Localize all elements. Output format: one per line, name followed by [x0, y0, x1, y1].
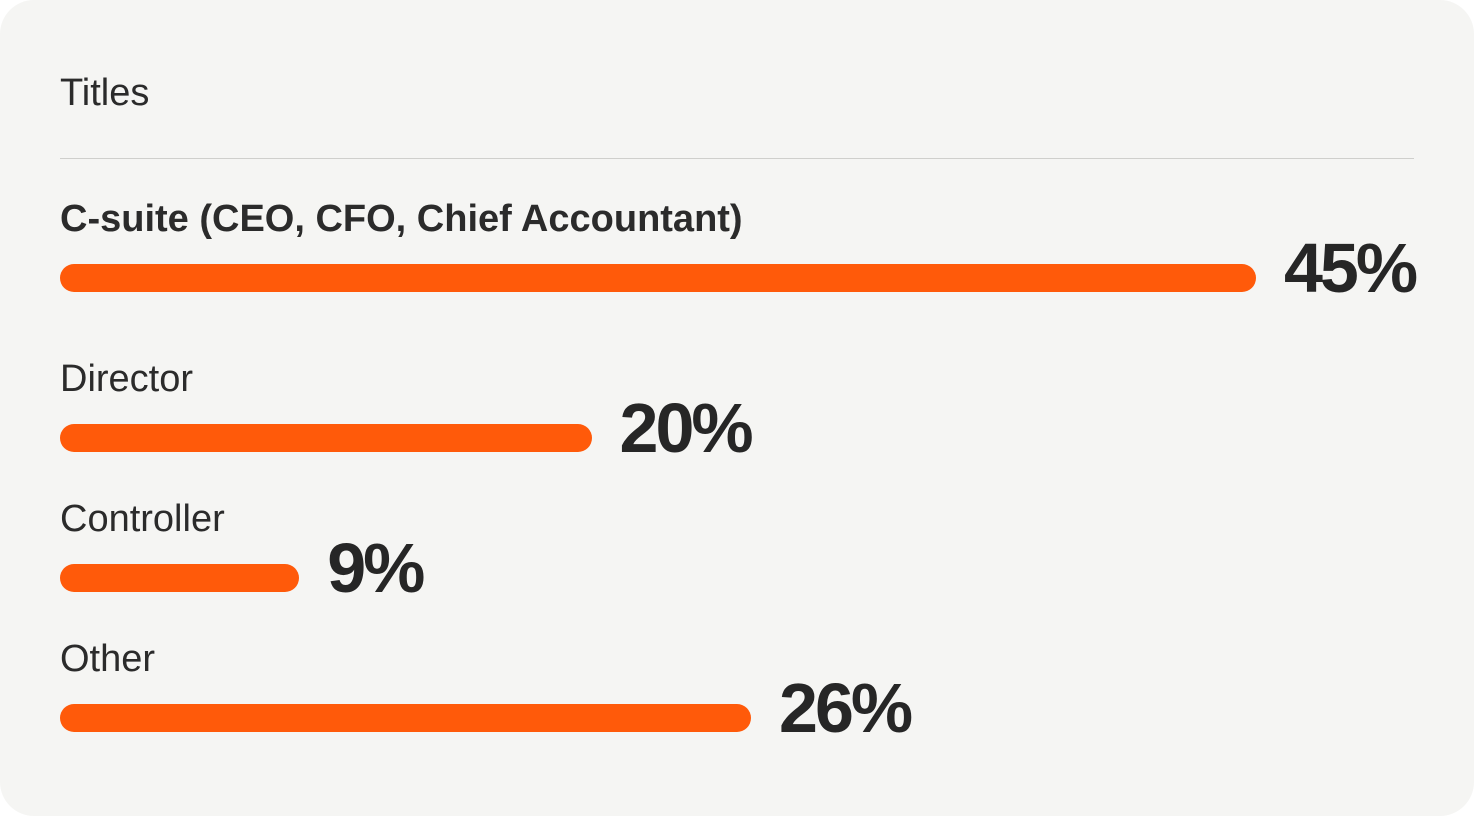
bar-row: C-suite (CEO, CFO, Chief Accountant) 45% — [60, 196, 1440, 316]
bar-row: Other 26% — [60, 636, 1440, 756]
value-label: 45% — [1284, 229, 1418, 307]
value-label: 26% — [779, 669, 913, 747]
card-title: Titles — [60, 72, 150, 114]
bar — [60, 424, 592, 452]
bar — [60, 264, 1256, 292]
bar-row: Director 20% — [60, 356, 1440, 476]
category-label: Controller — [60, 498, 225, 540]
bar-row: Controller 9% — [60, 496, 1440, 616]
title-divider — [60, 158, 1414, 159]
category-label: Director — [60, 358, 194, 400]
category-label: Other — [60, 638, 156, 680]
category-label: C-suite (CEO, CFO, Chief Accountant) — [60, 198, 743, 240]
value-label: 20% — [619, 389, 754, 467]
bar — [60, 704, 752, 732]
value-label: 9% — [327, 529, 425, 607]
bar — [60, 564, 300, 592]
